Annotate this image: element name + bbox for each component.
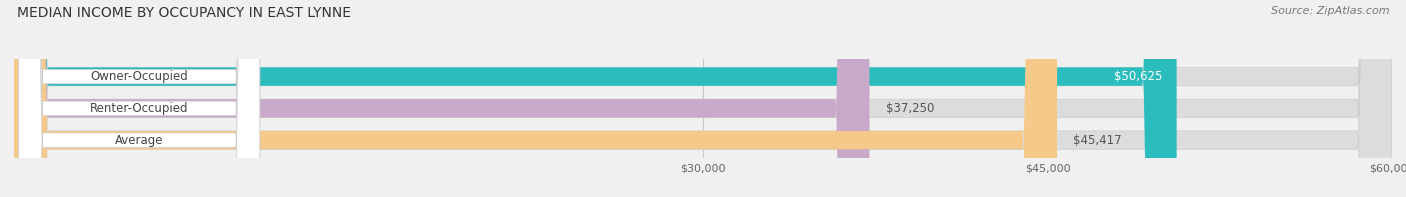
FancyBboxPatch shape <box>18 0 260 197</box>
FancyBboxPatch shape <box>14 0 1392 197</box>
FancyBboxPatch shape <box>14 0 1392 197</box>
FancyBboxPatch shape <box>14 0 869 197</box>
Text: MEDIAN INCOME BY OCCUPANCY IN EAST LYNNE: MEDIAN INCOME BY OCCUPANCY IN EAST LYNNE <box>17 6 352 20</box>
Text: $45,417: $45,417 <box>1073 134 1122 147</box>
Text: Average: Average <box>115 134 163 147</box>
FancyBboxPatch shape <box>18 0 260 197</box>
Text: Source: ZipAtlas.com: Source: ZipAtlas.com <box>1271 6 1389 16</box>
Text: Owner-Occupied: Owner-Occupied <box>90 70 188 83</box>
Text: $37,250: $37,250 <box>886 102 934 115</box>
Text: Renter-Occupied: Renter-Occupied <box>90 102 188 115</box>
FancyBboxPatch shape <box>18 0 260 197</box>
FancyBboxPatch shape <box>14 0 1057 197</box>
FancyBboxPatch shape <box>14 0 1177 197</box>
Text: $50,625: $50,625 <box>1115 70 1163 83</box>
FancyBboxPatch shape <box>14 0 1392 197</box>
